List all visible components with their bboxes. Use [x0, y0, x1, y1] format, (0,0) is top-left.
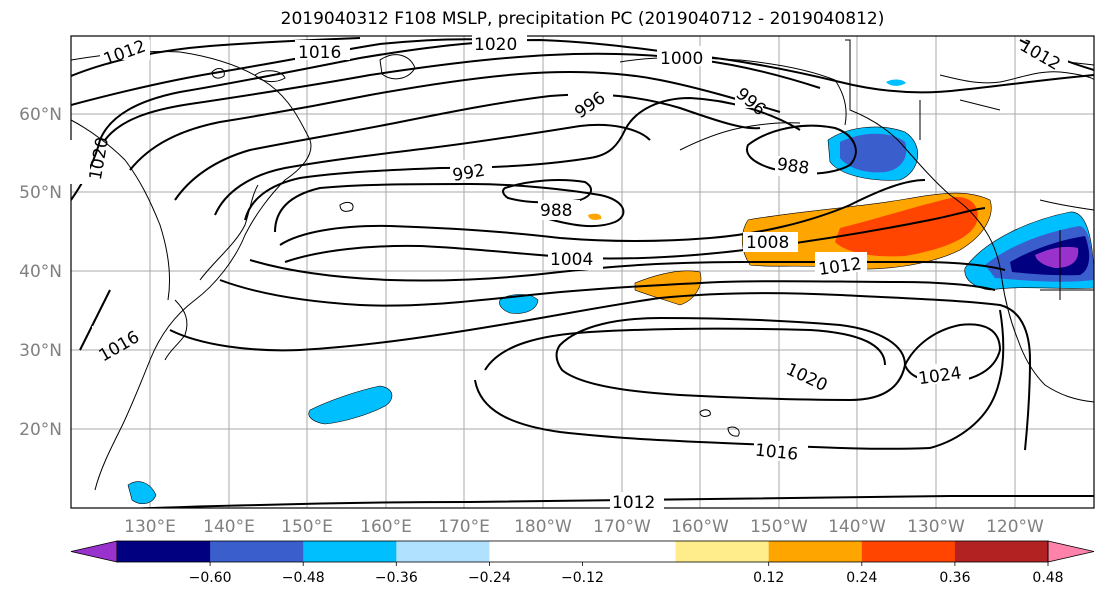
lon-label: 150°W: [750, 517, 808, 537]
colorbar-extend-low: [70, 540, 118, 563]
isobar-label: 1004: [550, 250, 593, 270]
precip-deficit-westcoast-core: [1035, 246, 1079, 268]
colorbar-segment: [675, 541, 770, 562]
isobar-label: 1016: [298, 43, 341, 63]
precip-anomaly-north-pacific-core: [835, 196, 978, 257]
isobar-label: 1000: [660, 49, 703, 69]
colorbar-segment: [768, 541, 863, 562]
latitude-labels: 60°N 50°N 40°N 30°N 20°N: [19, 105, 62, 440]
lon-label: 120°W: [986, 517, 1044, 537]
lon-label: 170°E: [438, 517, 490, 537]
lat-label: 40°N: [19, 262, 62, 282]
colorbar-segment: [582, 541, 677, 562]
isobar-label: 1012: [612, 493, 655, 513]
colorbar: −0.60 −0.48 −0.36 −0.24 −0.12 0.12 0.24 0.36 0.4…: [70, 540, 1095, 586]
lat-label: 30°N: [19, 341, 62, 361]
colorbar-tick-label: 0.24: [846, 570, 877, 586]
longitude-labels: 130°E 140°E 150°E 160°E 170°E 180°W 170°…: [124, 517, 1044, 537]
isobar-label: 1008: [746, 233, 789, 253]
precip-anomaly-small-orange: [588, 213, 602, 220]
colorbar-segment: [210, 541, 304, 562]
precip-deficit-alaska-small: [886, 79, 906, 86]
lat-label: 60°N: [19, 105, 62, 125]
colorbar-tick-label: −0.36: [375, 570, 418, 586]
colorbar-tick-label: 0.48: [1032, 570, 1063, 586]
isobar-label: 988: [540, 201, 572, 221]
colorbar-segment: [117, 541, 211, 562]
lat-label: 50°N: [19, 183, 62, 203]
lon-label: 130°W: [907, 517, 965, 537]
lon-label: 140°E: [203, 517, 255, 537]
colorbar-tick-label: −0.12: [561, 570, 604, 586]
lat-label: 20°N: [19, 420, 62, 440]
coastlines: [71, 39, 1094, 491]
colorbar-tick-label: 0.36: [939, 570, 970, 586]
lon-label: 180°W: [514, 517, 572, 537]
colorbar-segment: [861, 541, 956, 562]
lon-label: 160°W: [671, 517, 729, 537]
lon-label: 140°W: [828, 517, 886, 537]
lon-label: 160°E: [360, 517, 412, 537]
lon-label: 130°E: [124, 517, 176, 537]
colorbar-tick-label: −0.24: [468, 570, 511, 586]
isobar-label: 1020: [474, 35, 517, 55]
colorbar-tick-label: −0.60: [189, 570, 232, 586]
colorbar-extend-high: [1047, 540, 1095, 563]
isobars: [71, 37, 1094, 508]
map-frame: [70, 35, 1095, 509]
precip-deficit-southwest: [127, 481, 157, 504]
isobar-labels: 1012 1016 1020 1000 996 996 1012 1020 99…: [70, 33, 1068, 513]
isobar-label: 988: [776, 155, 811, 179]
map-title: 2019040312 F108 MSLP, precipitation PC (…: [280, 9, 885, 29]
lon-label: 170°W: [593, 517, 651, 537]
lon-label: 150°E: [281, 517, 333, 537]
precip-deficit-central: [499, 294, 539, 314]
precip-deficit-gulf-core: [840, 133, 907, 173]
colorbar-tick-label: 0.12: [753, 570, 784, 586]
gridlines: [71, 36, 1094, 508]
colorbar-segment: [396, 541, 490, 562]
colorbar-tick-label: −0.48: [282, 570, 325, 586]
precip-deficit-south: [308, 385, 393, 425]
colorbar-segment: [489, 541, 583, 562]
colorbar-segment: [954, 541, 1049, 562]
isobar-label: 1016: [754, 440, 799, 464]
colorbar-segment: [303, 541, 397, 562]
